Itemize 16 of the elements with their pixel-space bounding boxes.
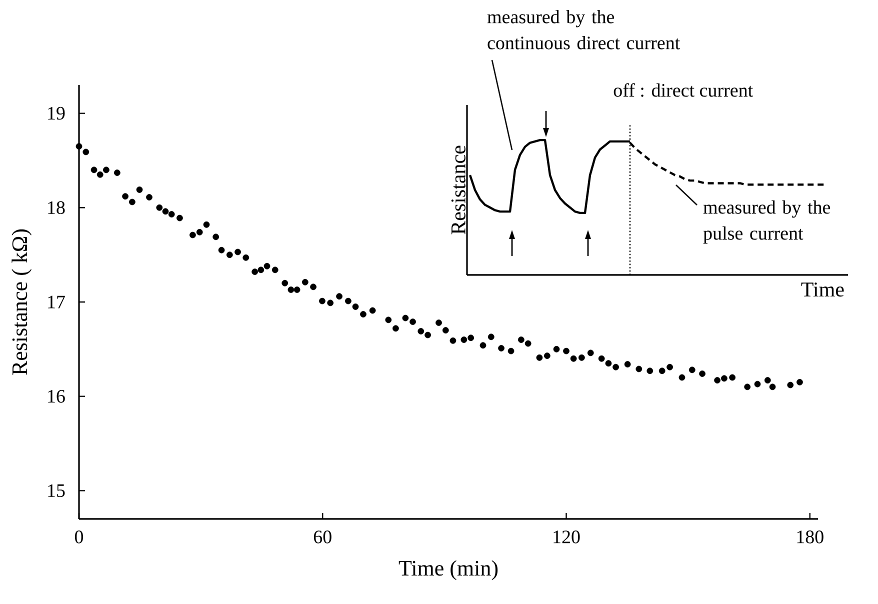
y-tick-label: 17	[48, 296, 65, 308]
y-tick-label: 16	[48, 390, 65, 403]
x-axis-title: Time (min)	[398, 560, 498, 580]
y-axis-title: Resistance	[451, 146, 466, 234]
text: measured by the continuous direct current	[487, 10, 680, 50]
y-tick-label: 18	[48, 201, 65, 214]
x-tick-label: 180	[797, 530, 824, 544]
annotation: measured by the pulse current	[703, 200, 830, 244]
y-axis-title: Resistance ( kΩ)	[12, 229, 32, 375]
x-tick-label: 120	[554, 530, 580, 544]
y-tick-label: 19	[48, 106, 65, 120]
x-tick-label: 0	[74, 530, 84, 544]
y-tick-label: 15	[48, 484, 65, 498]
x-tick-label: 60	[314, 530, 332, 544]
annotation: off : direct current	[614, 83, 753, 97]
x-axis-title: Time	[801, 282, 844, 297]
